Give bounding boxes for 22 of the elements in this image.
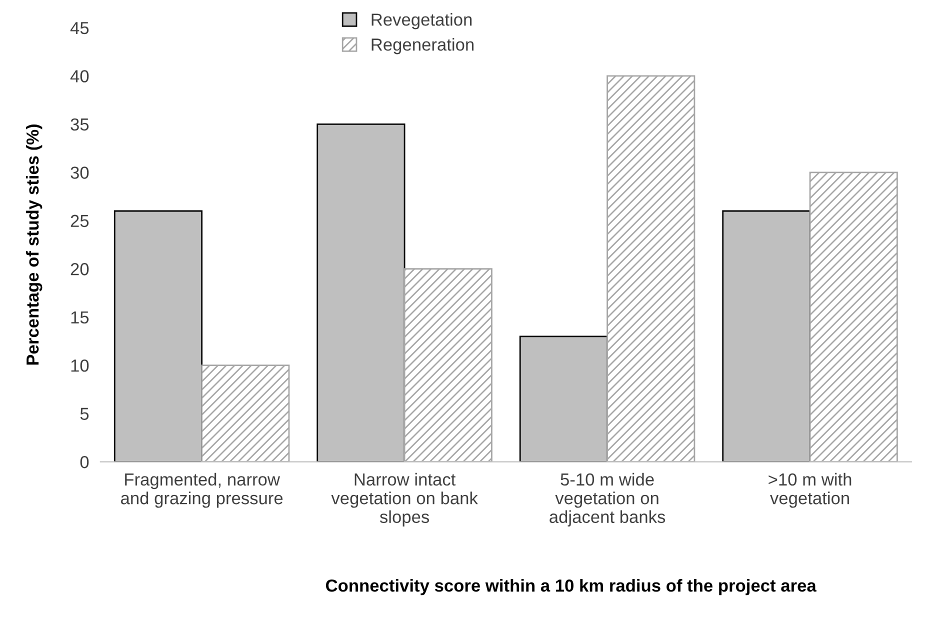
- bar: [809, 172, 898, 462]
- y-tick-label: 25: [70, 214, 89, 228]
- x-tick-label: Fragmented, narrow and grazing pressure: [121, 472, 283, 508]
- y-tick-label: 5: [80, 408, 89, 420]
- legend-label: Regeneration: [372, 38, 474, 54]
- y-tick-label: 40: [70, 70, 89, 82]
- y-tick-label: 20: [70, 263, 89, 276]
- legend-label: Revegetation: [372, 13, 472, 30]
- x-tick-label: Narrow intact vegetation on bank slopes: [331, 472, 478, 526]
- bar: [404, 268, 492, 462]
- y-tick-label: 45: [70, 22, 89, 34]
- x-axis-title: Connectivity score within a 10 km radius of the project area: [326, 578, 816, 596]
- x-tick-label: 5-10 m wide vegetation on adjacent banks: [550, 472, 666, 526]
- bar: [606, 75, 696, 462]
- y-tick-label: 10: [71, 360, 89, 372]
- x-tick-label: >10 m with vegetation: [768, 472, 852, 508]
- y-tick-label: 0: [80, 456, 89, 468]
- y-tick-label: 30: [70, 166, 89, 179]
- y-tick-label: 35: [70, 118, 89, 131]
- y-tick-label: 15: [71, 311, 89, 324]
- y-axis-title: Percentage of study sties (%): [26, 124, 42, 365]
- bar: [201, 364, 290, 462]
